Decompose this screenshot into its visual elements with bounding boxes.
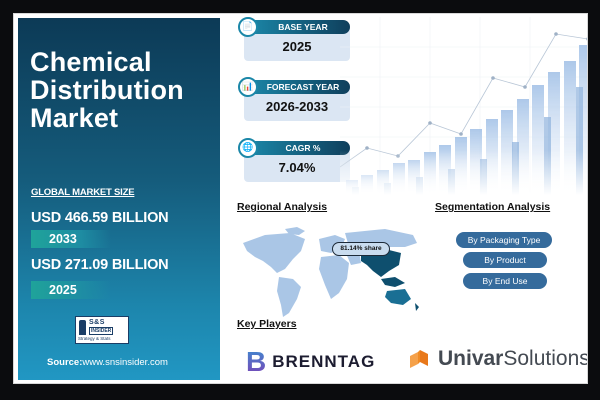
brenntag-name: BRENNTAG [272, 352, 376, 371]
year-badge-2033: 2033 [31, 230, 111, 248]
segment-by-end-use[interactable]: By End Use [463, 273, 547, 289]
key-players-title: Key Players [237, 318, 297, 330]
global-market-size-label: GLOBAL MARKET SIZE [31, 187, 135, 198]
left-panel: Chemical Distribution Market GLOBAL MARK… [18, 18, 220, 380]
document-icon: 📄 [238, 17, 258, 37]
world-map [243, 227, 419, 317]
card-value: 2026-2033 [265, 99, 329, 114]
brenntag-b-icon: B [246, 346, 267, 377]
growth-globe-icon: 🌐 [238, 138, 258, 158]
card-label: FORECAST YEAR [248, 80, 350, 94]
segment-by-packaging-type[interactable]: By Packaging Type [456, 232, 552, 248]
univar-solutions-logo: Univar Solutions [406, 346, 588, 372]
segmentation-analysis-title: Segmentation Analysis [435, 201, 551, 213]
card-label: CAGR % [248, 141, 350, 155]
year-badge-2025: 2025 [31, 281, 111, 299]
forecast-year-card: FORECAST YEAR 📊 2026-2033 [238, 77, 350, 121]
univar-name-light: Solutions [503, 347, 588, 370]
tower-icon [79, 320, 86, 335]
logo-text-insider: INSIDER [89, 327, 114, 335]
card-value: 7.04% [278, 160, 316, 175]
region-share-callout: 81.14% share [332, 242, 390, 256]
bar-chart-icon: 📊 [238, 77, 258, 97]
univar-cube-icon [410, 350, 428, 368]
source-label: Source: [47, 357, 83, 368]
segment-by-product[interactable]: By Product [463, 252, 547, 268]
title-line-3: Market [30, 103, 119, 133]
page-title: Chemical Distribution Market [30, 48, 184, 132]
sns-insider-logo: S&S INSIDER Strategy & Stats [75, 316, 129, 344]
cagr-card: CAGR % 🌐 7.04% [238, 138, 350, 182]
title-line-1: Chemical [30, 47, 152, 77]
logo-text-tagline: Strategy & Stats [78, 336, 111, 341]
card-value: 2025 [282, 39, 312, 54]
card-label: BASE YEAR [248, 20, 350, 34]
logo-text-ss: S&S [89, 319, 105, 326]
brenntag-logo: B BRENNTAG [246, 346, 375, 378]
market-value-2033: USD 466.59 BILLION [31, 210, 169, 226]
base-year-card: BASE YEAR 📄 2025 [238, 17, 350, 61]
title-line-2: Distribution [30, 75, 184, 105]
source-line: Source:www.snsinsider.com [47, 357, 168, 368]
market-value-2025: USD 271.09 BILLION [31, 257, 169, 273]
source-url[interactable]: www.snsinsider.com [82, 357, 168, 368]
decorative-growth-chart [340, 17, 587, 195]
asia-pacific-highlight [361, 249, 419, 311]
infographic-frame: Chemical Distribution Market GLOBAL MARK… [13, 13, 588, 384]
regional-analysis-title: Regional Analysis [237, 201, 328, 213]
univar-name-bold: Univar [438, 347, 504, 370]
